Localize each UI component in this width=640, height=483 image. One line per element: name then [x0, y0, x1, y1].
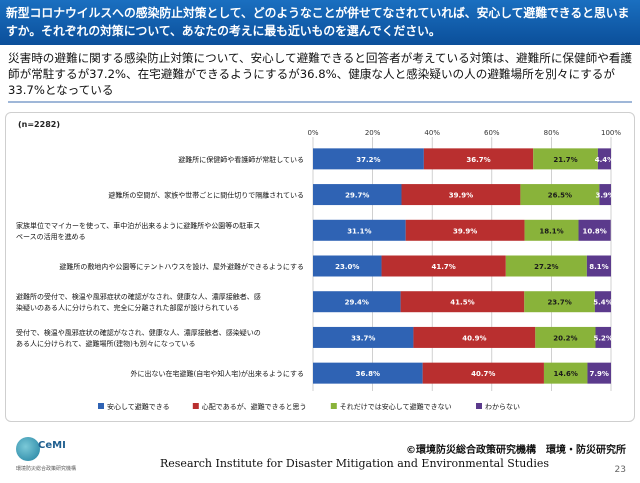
bar-segment [401, 184, 521, 206]
x-tick-label: 0% [307, 129, 318, 137]
legend-label: 心配であるが、避難できると思う [202, 402, 307, 411]
bar-segment [313, 326, 414, 348]
bar-segment [400, 291, 525, 313]
bar-value-label: 18.1% [539, 227, 563, 235]
copyright-text: ©環境防災総合政策研究機構 環境・防災研究所 [406, 445, 626, 456]
cemi-logo: CeMI 環境防災総合政策研究機構 [16, 437, 76, 477]
legend-label: 安心して避難できる [107, 402, 170, 411]
x-tick-label: 20% [365, 129, 381, 137]
legend-swatch [330, 403, 337, 409]
bar-value-label: 4.4% [595, 156, 614, 164]
bar-segment [381, 255, 506, 277]
bar-value-label: 37.2% [356, 156, 380, 164]
bar-value-label: 36.7% [466, 156, 490, 164]
bar-segment [578, 219, 611, 241]
category-label: 外に出ない在宅避難(自宅や知人宅)が出来るようにする [130, 369, 304, 378]
bar-value-label: 26.5% [548, 192, 572, 200]
legend-swatch [98, 403, 104, 409]
bar-segment [594, 291, 611, 313]
bar-value-label: 36.8% [356, 370, 380, 378]
bar-value-label: 3.9% [595, 192, 614, 200]
summary-text: 災害時の避難に関する感染防止対策について、安心して避難できると回答者が考えている… [8, 50, 632, 103]
legend-swatch [192, 403, 199, 409]
bar-value-label: 23.0% [335, 263, 359, 271]
bar-segment [413, 326, 536, 348]
x-tick-label: 60% [484, 129, 500, 137]
x-tick-label: 40% [424, 129, 440, 137]
bar-segment [422, 362, 544, 384]
category-label: 避難所の敷地内や公園等にテントハウスを設け、屋外避難ができるようにする [59, 262, 304, 271]
category-label: ある人に分けられて、避難場所(建物)も別々になっている [16, 339, 196, 348]
page-number: 23 [614, 465, 626, 475]
bar-segment [520, 184, 600, 206]
logo-text: CeMI [38, 440, 66, 451]
bar-value-label: 29.4% [345, 299, 369, 307]
bar-segment [524, 291, 595, 313]
category-label: 避難所の空間が、家族や世帯ごとに間仕切りで隔離されている [108, 191, 304, 200]
question-header: 新型コロナウイルスへの感染防止対策として、どのようなことが併せてなされていれば、… [0, 0, 640, 45]
bar-value-label: 39.9% [449, 192, 473, 200]
category-label: 受付で、検温や風邪症状の確認がなされ、健康な人、濃厚接触者、感染疑いの [16, 328, 261, 337]
question-text: 新型コロナウイルスへの感染防止対策として、どのようなことが併せてなされていれば、… [6, 6, 630, 38]
bar-segment [313, 255, 382, 277]
bar-value-label: 21.7% [553, 156, 577, 164]
stacked-bar-chart: (n=2282) 0% 20% 40% 60% 80% 100% 避難所に保健師や看護師が常駐… [16, 120, 621, 411]
bar-value-label: 5.4% [593, 299, 612, 307]
category-label: 避難所に保健師や看護師が常駐している [178, 155, 304, 164]
bar-value-label: 41.5% [450, 299, 474, 307]
bar-segment [533, 148, 598, 170]
bar-value-label: 8.1% [589, 263, 608, 271]
bar-segment [524, 219, 579, 241]
category-label: 避難所の受付で、検温や風邪症状の確認がなされ、健康な人、濃厚接触者、感 [16, 292, 261, 301]
bar-segment [535, 326, 596, 348]
bar-value-label: 39.9% [453, 227, 477, 235]
bar-value-label: 5.2% [594, 334, 613, 342]
bar-value-label: 29.7% [345, 192, 369, 200]
bar-value-label: 27.2% [534, 263, 558, 271]
institute-name: Research Institute for Disaster Mitigati… [160, 457, 549, 470]
bar-segment [543, 362, 588, 384]
bar-segment [587, 362, 611, 384]
sample-size-note: (n=2282) [18, 120, 60, 129]
bar-value-label: 7.9% [590, 370, 609, 378]
bar-value-label: 41.7% [432, 263, 456, 271]
category-label: 家族単位でマイカーを使って、車中泊が出来るように避難所や公園等の駐車ス [16, 221, 260, 230]
x-tick-label: 80% [544, 129, 560, 137]
bar-segment [595, 326, 611, 348]
bar-segment [405, 219, 525, 241]
bar-value-label: 20.2% [553, 334, 577, 342]
bar-value-label: 40.9% [462, 334, 486, 342]
x-tick-label: 100% [601, 129, 621, 137]
bar-segment [586, 255, 611, 277]
bar-segment [313, 184, 402, 206]
bar-value-label: 10.8% [582, 227, 606, 235]
logo-circle-icon [16, 437, 40, 461]
logo-subtext: 環境防災総合政策研究機構 [16, 466, 77, 472]
bar-value-label: 40.7% [471, 370, 495, 378]
bar-value-label: 23.7% [547, 299, 571, 307]
bar-segment [313, 291, 401, 313]
legend-label: それだけでは安心して避難できない [340, 402, 452, 411]
legend-label: わからない [485, 403, 520, 411]
category-label: ペースの活用を進める [16, 232, 86, 241]
bar-segment [313, 148, 424, 170]
bar-segment [313, 362, 423, 384]
bar-segment [313, 219, 406, 241]
bar-value-label: 31.1% [347, 227, 371, 235]
legend-swatch [476, 403, 482, 409]
bar-segment [597, 148, 611, 170]
bar-segment [505, 255, 587, 277]
bar-segment [599, 184, 611, 206]
category-label: 染疑いのある人に分けられて、完全に分離された部屋が設けられている [16, 303, 239, 312]
chart-panel: (n=2282) 0% 20% 40% 60% 80% 100% 避難所に保健師や看護師が常駐… [5, 112, 635, 422]
bar-segment [423, 148, 534, 170]
bar-value-label: 33.7% [351, 334, 375, 342]
bar-value-label: 14.6% [554, 370, 578, 378]
